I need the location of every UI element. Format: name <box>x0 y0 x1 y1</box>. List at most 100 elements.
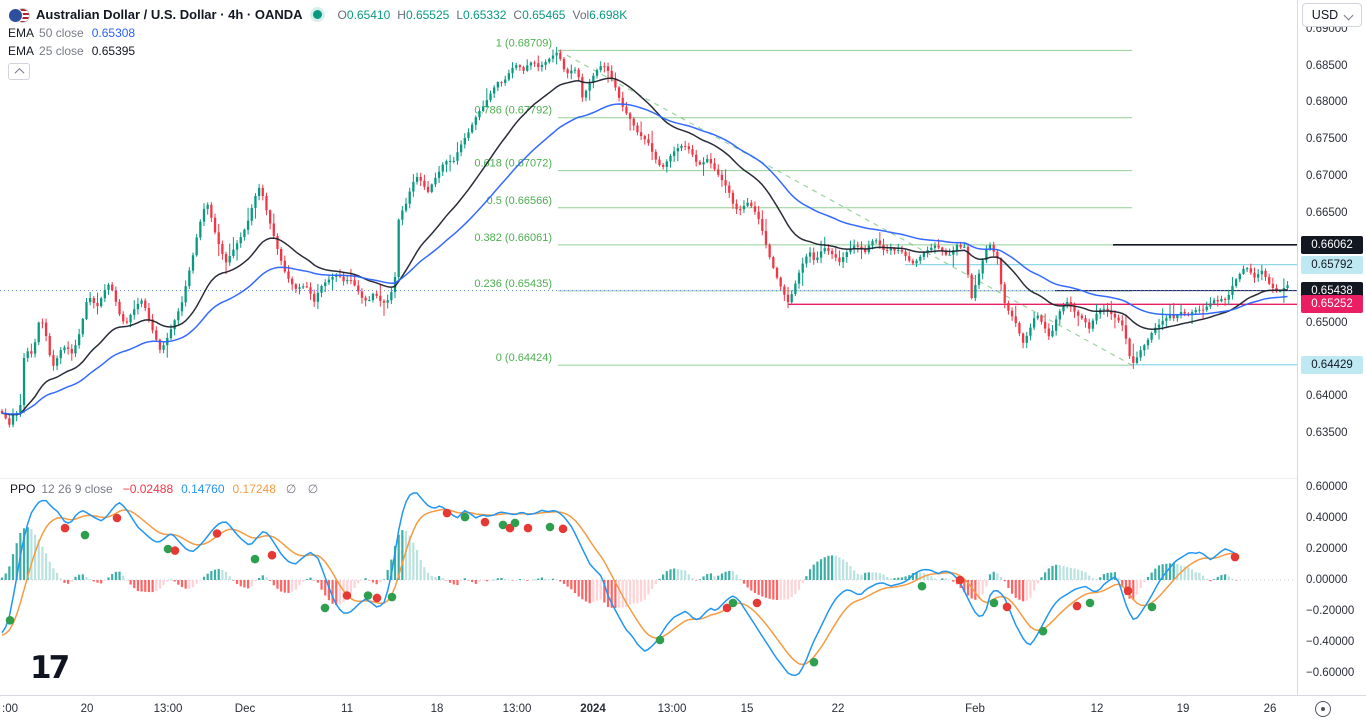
ppo-histogram-bar <box>184 580 187 589</box>
candle-body <box>415 176 419 182</box>
ppo-histogram-bar <box>320 580 323 590</box>
price-axis[interactable]: USD 0.69000 0.68500 0.68000 0.67500 0.67000 0… <box>1297 0 1366 695</box>
candle-body <box>291 278 294 285</box>
candle-body <box>1286 285 1289 289</box>
ppo-histogram-bar <box>930 576 933 580</box>
candle-body <box>864 249 867 253</box>
ppo-histogram-bar <box>794 580 797 595</box>
candle-body <box>794 283 797 295</box>
ppo-histogram-bar <box>232 580 235 581</box>
ppo-histogram-bar <box>1187 567 1190 580</box>
ppo-histogram-bar <box>1007 580 1010 589</box>
ppo-histogram-bar <box>992 571 995 580</box>
ppo-histogram-bar <box>250 580 253 587</box>
candle-body <box>908 256 911 261</box>
tradingview-logo[interactable]: 17 <box>30 650 70 686</box>
ppo-histogram-bar <box>96 580 99 583</box>
ppo-histogram-bar <box>812 564 815 580</box>
candle-body <box>515 65 518 68</box>
candle-body <box>1194 310 1197 313</box>
legend-collapse-button[interactable] <box>8 63 30 80</box>
ppo-histogram-bar <box>1235 580 1238 581</box>
ppo-params: 12 26 9 close <box>41 482 113 496</box>
ppo-cross-dot-red <box>212 529 222 538</box>
ppo-histogram-bar <box>750 580 753 591</box>
ema-indicator-row[interactable]: EMA 25 close 0.65395 <box>8 42 634 60</box>
ppo-histogram-bar <box>654 580 657 585</box>
ohlc-value: 0.65332 <box>463 7 507 22</box>
candle-body <box>364 297 367 301</box>
candle-body <box>654 151 657 160</box>
candle-body <box>1135 357 1139 363</box>
candle-body <box>210 204 213 218</box>
fib-level-label: 0.382 (0.66061) <box>474 232 552 244</box>
ppo-cross-dot-red <box>955 575 965 585</box>
candle-body <box>500 82 503 84</box>
ppo-histogram-bar <box>695 580 698 581</box>
ppo-histogram-bar <box>331 580 334 604</box>
candle-body <box>254 196 257 208</box>
price-axis-label: 0.68500 <box>1306 59 1348 72</box>
axis-settings-icon[interactable] <box>1315 701 1331 717</box>
ppo-histogram-bar <box>867 572 870 580</box>
ohlc-key: H <box>397 7 406 22</box>
ppo-histogram-bar <box>504 578 507 580</box>
ppo-histogram-bar <box>136 580 140 592</box>
ppo-histogram-bar <box>1066 567 1069 580</box>
ppo-histogram-bar <box>566 580 569 587</box>
candle-body <box>639 132 643 137</box>
candle-body <box>302 286 305 288</box>
time-axis-label: Dec <box>234 703 256 715</box>
candle-body <box>919 256 922 261</box>
candle-body <box>412 181 415 192</box>
candle-body <box>353 280 356 286</box>
candle-body <box>368 300 371 302</box>
candle-body <box>522 67 525 71</box>
time-axis[interactable]: :00 20 13:00 Dec 11 18 13:00 2024 13:00 15 22 Feb 12… <box>0 695 1366 723</box>
candle-body <box>1190 312 1194 314</box>
candle-body <box>346 280 349 282</box>
candle-body <box>1154 327 1157 333</box>
ppo-cross-dot-red <box>1072 601 1082 611</box>
ppo-histogram-bar <box>617 580 621 608</box>
candle-body <box>658 159 661 166</box>
ppo-histogram-bar <box>628 580 632 605</box>
currency-dropdown[interactable]: USD <box>1302 3 1362 27</box>
candle-body <box>772 257 775 268</box>
ppo-histogram-bar <box>246 580 250 589</box>
time-axis-label: 22 <box>831 703 845 715</box>
ema-indicator-row[interactable]: EMA 50 close 0.65308 <box>8 24 634 42</box>
candle-body <box>33 342 37 354</box>
candle-body <box>849 248 852 253</box>
ppo-histogram-bar <box>691 578 694 580</box>
ppo-histogram-bar <box>1146 576 1150 580</box>
candle-body <box>959 244 962 248</box>
ppo-histogram-bar <box>665 571 668 580</box>
candle-body <box>199 221 202 238</box>
ppo-histogram-bar <box>349 580 353 593</box>
ema-title: EMA <box>8 44 35 58</box>
candle-body <box>893 248 896 251</box>
ppo-axis-label: −0.40000 <box>1306 636 1355 648</box>
ppo-histogram-bar <box>573 580 577 594</box>
price-badge: 0.64429 <box>1301 355 1363 374</box>
candle-body <box>151 319 154 331</box>
ppo-histogram-bar <box>397 534 400 580</box>
ppo-title[interactable]: PPO <box>10 482 36 496</box>
ppo-histogram-bar <box>180 580 184 588</box>
ppo-histogram-bar <box>529 580 533 581</box>
candle-body <box>852 245 856 249</box>
candle-body <box>276 236 279 249</box>
candle-body <box>81 318 84 335</box>
ppo-histogram-bar <box>265 577 268 580</box>
ppo-histogram-bar <box>875 572 878 580</box>
candle-body <box>235 243 239 250</box>
ppo-histogram-bar <box>221 569 224 580</box>
candle-body <box>614 78 617 88</box>
time-axis-label: 11 <box>341 703 353 715</box>
ppo-value: 0.17248 <box>232 482 276 496</box>
symbol-title[interactable]: Australian Dollar / U.S. Dollar · 4h · O… <box>36 7 303 22</box>
candle-body <box>801 263 804 273</box>
time-axis-label: 13:00 <box>502 703 532 715</box>
